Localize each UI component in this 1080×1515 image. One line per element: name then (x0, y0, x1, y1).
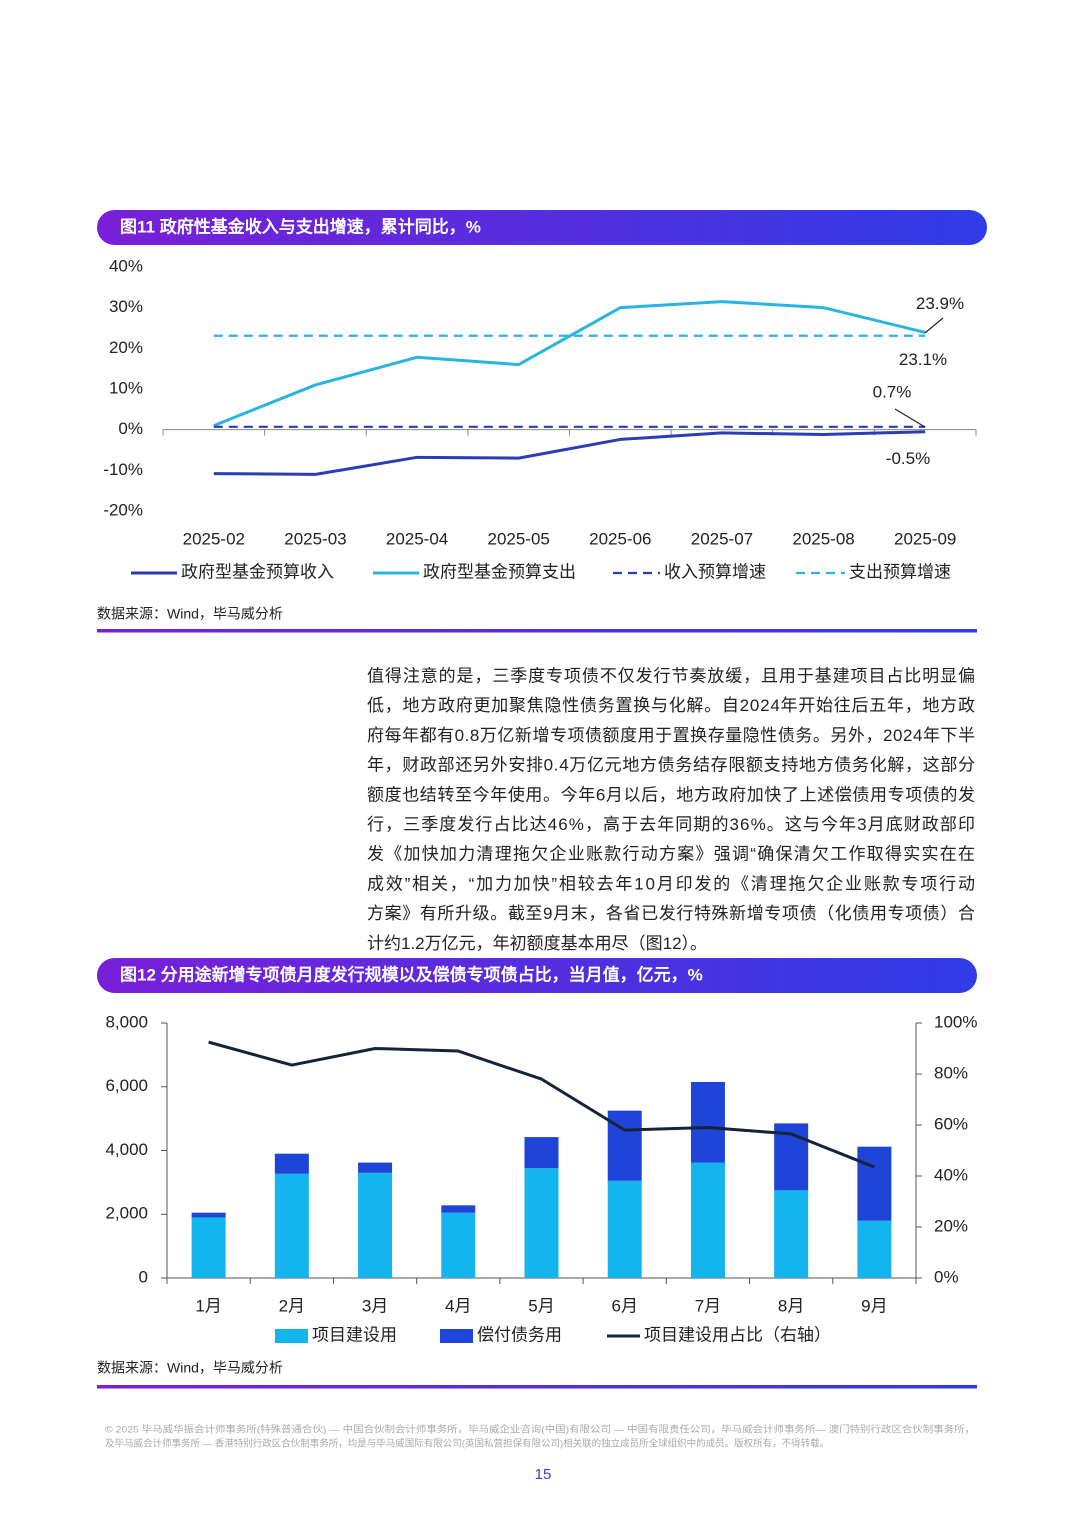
chart-title: 图12 分用途新增专项债月度发行规模以及偿债专项债占比，当月值，亿元，% (120, 964, 703, 984)
bar-segment (524, 1168, 559, 1278)
y-tick-label: 6,000 (105, 1076, 148, 1095)
y2-tick-label: 20% (934, 1216, 968, 1235)
y2-tick-label: 80% (934, 1063, 968, 1082)
y-tick-label: -20% (103, 500, 143, 519)
y-tick-label: 10% (109, 378, 143, 397)
body-text: 成效”相关，“加力加快”相较去年10月印发的《清理拖欠企业账款专项行动 (367, 874, 975, 893)
bar-segment (774, 1190, 809, 1278)
y-tick-label: 20% (109, 338, 143, 357)
y-tick-label: 40% (109, 256, 143, 275)
x-tick-label: 2025-02 (183, 529, 245, 548)
x-tick-label: 5月 (528, 1296, 554, 1315)
y2-tick-label: 100% (934, 1012, 977, 1031)
x-tick-label: 2025-07 (691, 529, 753, 548)
page-number: 15 (535, 1466, 552, 1483)
x-tick-label: 9月 (861, 1296, 887, 1315)
body-text: 发《加快加力清理拖欠企业账款行动方案》强调“确保清欠工作取得实实在在 (367, 845, 975, 864)
divider-rule (97, 629, 977, 633)
body-text: 年，财政部还另外安排0.4万亿元地方债务结存限额支持地方债务化解，这部分 (367, 756, 975, 775)
bar-segment (524, 1137, 559, 1169)
legend-label: 项目建设用 (312, 1325, 397, 1344)
y2-tick-label: 40% (934, 1165, 968, 1184)
legend-label: 收入预算增速 (664, 562, 766, 581)
legend-swatch (275, 1329, 308, 1343)
x-tick-label: 2025-03 (284, 529, 346, 548)
data-label: 23.9% (916, 294, 964, 313)
body-text: 方案》有所升级。截至9月末，各省已发行特殊新增专项债（化债用专项债）合 (367, 904, 975, 923)
x-tick-label: 2月 (279, 1296, 305, 1315)
bar-segment (607, 1180, 642, 1278)
bar-segment (857, 1146, 892, 1221)
body-text: 行，三季度发行占比达46%，高于去年同期的36%。这与今年3月底财政部印 (367, 815, 975, 834)
bar-segment (441, 1212, 476, 1278)
bar-segment (358, 1162, 393, 1173)
legend-label: 偿付债务用 (477, 1325, 562, 1344)
series-line (208, 1040, 875, 1169)
body-text: 低，地方政府更加聚焦隐性债务置换与化解。自2024年开始往后五年，地方政 (367, 696, 975, 715)
series-line (213, 430, 926, 476)
y2-tick-label: 60% (934, 1114, 968, 1133)
x-tick-label: 1月 (195, 1296, 221, 1315)
legend-label: 项目建设用占比（右轴） (644, 1325, 831, 1344)
legend-label: 政府型基金预算收入 (181, 562, 334, 581)
bar-segment (857, 1220, 892, 1278)
body-text: 值得注意的是，三季度专项债不仅发行节奏放缓，且用于基建项目占比明显偏 (367, 666, 975, 685)
body-text: 府每年都有0.8万亿新增专项债额度用于置换存量隐性债务。另外，2024年下半 (367, 726, 975, 745)
legend-label: 政府型基金预算支出 (423, 562, 576, 581)
y-tick-label: 4,000 (105, 1140, 148, 1159)
y-tick-label: 8,000 (105, 1012, 148, 1031)
source-note: 数据来源：Wind，毕马威分析 (97, 1360, 283, 1376)
y-tick-label: 2,000 (105, 1204, 148, 1223)
leader-line (894, 408, 926, 428)
x-tick-label: 3月 (362, 1296, 388, 1315)
legend-swatch (440, 1329, 473, 1343)
x-tick-label: 2025-08 (792, 529, 854, 548)
y2-tick-label: 0% (934, 1267, 959, 1286)
data-label: 23.1% (899, 350, 947, 369)
bar-segment (274, 1173, 309, 1278)
data-label: 0.7% (873, 382, 912, 401)
y-tick-label: 0 (139, 1267, 148, 1286)
bar-segment (358, 1172, 393, 1278)
x-tick-label: 7月 (695, 1296, 721, 1315)
title-banner (97, 210, 987, 245)
footer-text: 及毕马威会计师事务所 — 香港特别行政区合伙制事务所，均是与毕马威国际有限公司(… (105, 1438, 829, 1450)
leader-line (924, 317, 944, 334)
y-tick-label: 30% (109, 297, 143, 316)
bar-segment (441, 1205, 476, 1213)
body-text: 额度也结转至今年使用。今年6月以后，地方政府加快了上述偿债用专项债的发 (367, 784, 975, 804)
bar-segment (191, 1212, 226, 1218)
bar-segment (690, 1081, 725, 1163)
title-banner (97, 958, 977, 993)
body-text: 计约1.2万亿元，年初额度基本用尽（图12）。 (367, 934, 707, 953)
chart-title: 图11 政府性基金收入与支出增速，累计同比，% (120, 216, 481, 236)
source-note: 数据来源：Wind，毕马威分析 (97, 606, 283, 622)
y-tick-label: 0% (118, 419, 143, 438)
x-tick-label: 8月 (778, 1296, 804, 1315)
divider-rule (97, 1385, 977, 1389)
bar-segment (274, 1153, 309, 1174)
x-tick-label: 4月 (445, 1296, 471, 1315)
data-label: -0.5% (886, 449, 930, 468)
series-line (213, 300, 926, 427)
x-tick-label: 2025-09 (894, 529, 956, 548)
x-tick-label: 6月 (611, 1296, 637, 1315)
y-tick-label: -10% (103, 460, 143, 479)
footer-text: © 2025 毕马威华振会计师事务所(特殊普通合伙) — 中国合伙制会计师事务所… (105, 1424, 975, 1436)
x-tick-label: 2025-04 (386, 529, 448, 548)
x-tick-label: 2025-05 (487, 529, 549, 548)
x-tick-label: 2025-06 (589, 529, 651, 548)
bar-segment (690, 1162, 725, 1278)
bar-segment (191, 1217, 226, 1278)
legend-label: 支出预算增速 (849, 562, 951, 581)
